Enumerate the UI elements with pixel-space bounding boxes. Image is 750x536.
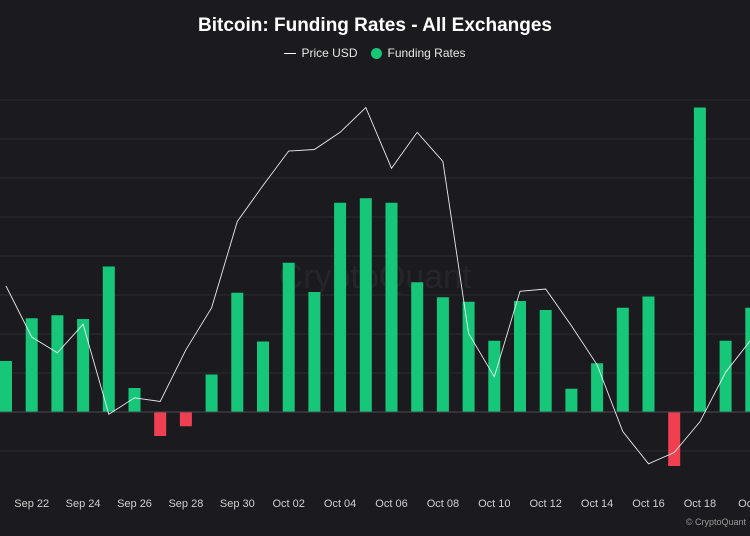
funding-rate-bar: [77, 319, 90, 412]
funding-rate-bar: [282, 262, 295, 412]
legend-item-price[interactable]: Price USD: [284, 46, 357, 60]
x-tick-label: Sep 24: [66, 498, 101, 510]
dot-swatch-icon: [371, 47, 383, 59]
x-tick-label: Sep 28: [168, 498, 203, 510]
funding-rate-bar: [385, 202, 398, 412]
x-tick-label: Oct 06: [375, 498, 407, 510]
funding-rate-bar: [411, 282, 424, 412]
funding-rate-bar: [539, 310, 552, 412]
funding-rate-bar: [231, 292, 244, 412]
line-swatch-icon: [284, 52, 297, 54]
x-tick-label: Oct 18: [684, 498, 716, 510]
price-line: [5, 106, 750, 465]
funding-rate-bar: [719, 340, 732, 412]
x-tick-label: Oct 14: [581, 498, 613, 510]
funding-rate-bar: [436, 297, 449, 412]
funding-rate-bar: [205, 374, 218, 412]
legend-label-funding: Funding Rates: [387, 46, 466, 60]
x-tick-label: Oct 10: [478, 498, 510, 510]
funding-rate-bar: [308, 292, 321, 412]
chart-title: Bitcoin: Funding Rates - All Exchanges: [198, 15, 552, 36]
funding-rate-bar: [0, 361, 12, 412]
funding-rate-bar: [154, 412, 167, 436]
funding-rate-bar: [102, 266, 115, 412]
funding-rate-bar: [668, 412, 681, 466]
funding-rate-bar: [257, 341, 269, 412]
funding-rate-bar: [591, 363, 604, 412]
funding-rate-bar: [745, 307, 750, 412]
funding-rate-bar: [334, 202, 347, 412]
funding-rate-bar: [462, 301, 475, 412]
funding-rate-bar: [25, 318, 38, 412]
funding-rate-bar: [693, 107, 706, 412]
legend-label-price: Price USD: [301, 46, 358, 60]
x-tick-label: Oct 04: [324, 498, 356, 510]
funding-rate-bar: [616, 307, 629, 412]
copyright-text: © CryptoQuant: [685, 517, 746, 527]
x-tick-label: Sep 30: [220, 498, 255, 510]
x-tick-label: Sep 22: [14, 498, 49, 510]
x-tick-label: Oct 02: [272, 498, 304, 510]
funding-rate-bar: [565, 388, 578, 412]
x-tick-label: Sep 26: [117, 498, 152, 510]
x-tick-label: Oct 16: [632, 498, 664, 510]
x-tick-label: Oct 12: [529, 498, 561, 510]
legend: Price USD Funding Rates: [0, 46, 750, 60]
x-tick-label: Oct 2: [738, 498, 750, 510]
funding-rate-bar: [51, 315, 64, 412]
funding-rate-bar: [359, 198, 372, 412]
watermark-text: CryptoQuant: [279, 258, 472, 296]
legend-item-funding[interactable]: Funding Rates: [371, 46, 466, 60]
funding-rate-bar: [179, 412, 192, 427]
x-tick-label: Oct 08: [427, 498, 459, 510]
funding-rate-bar: [514, 301, 526, 412]
funding-rate-bar: [128, 388, 141, 412]
funding-rate-bar: [642, 296, 655, 412]
